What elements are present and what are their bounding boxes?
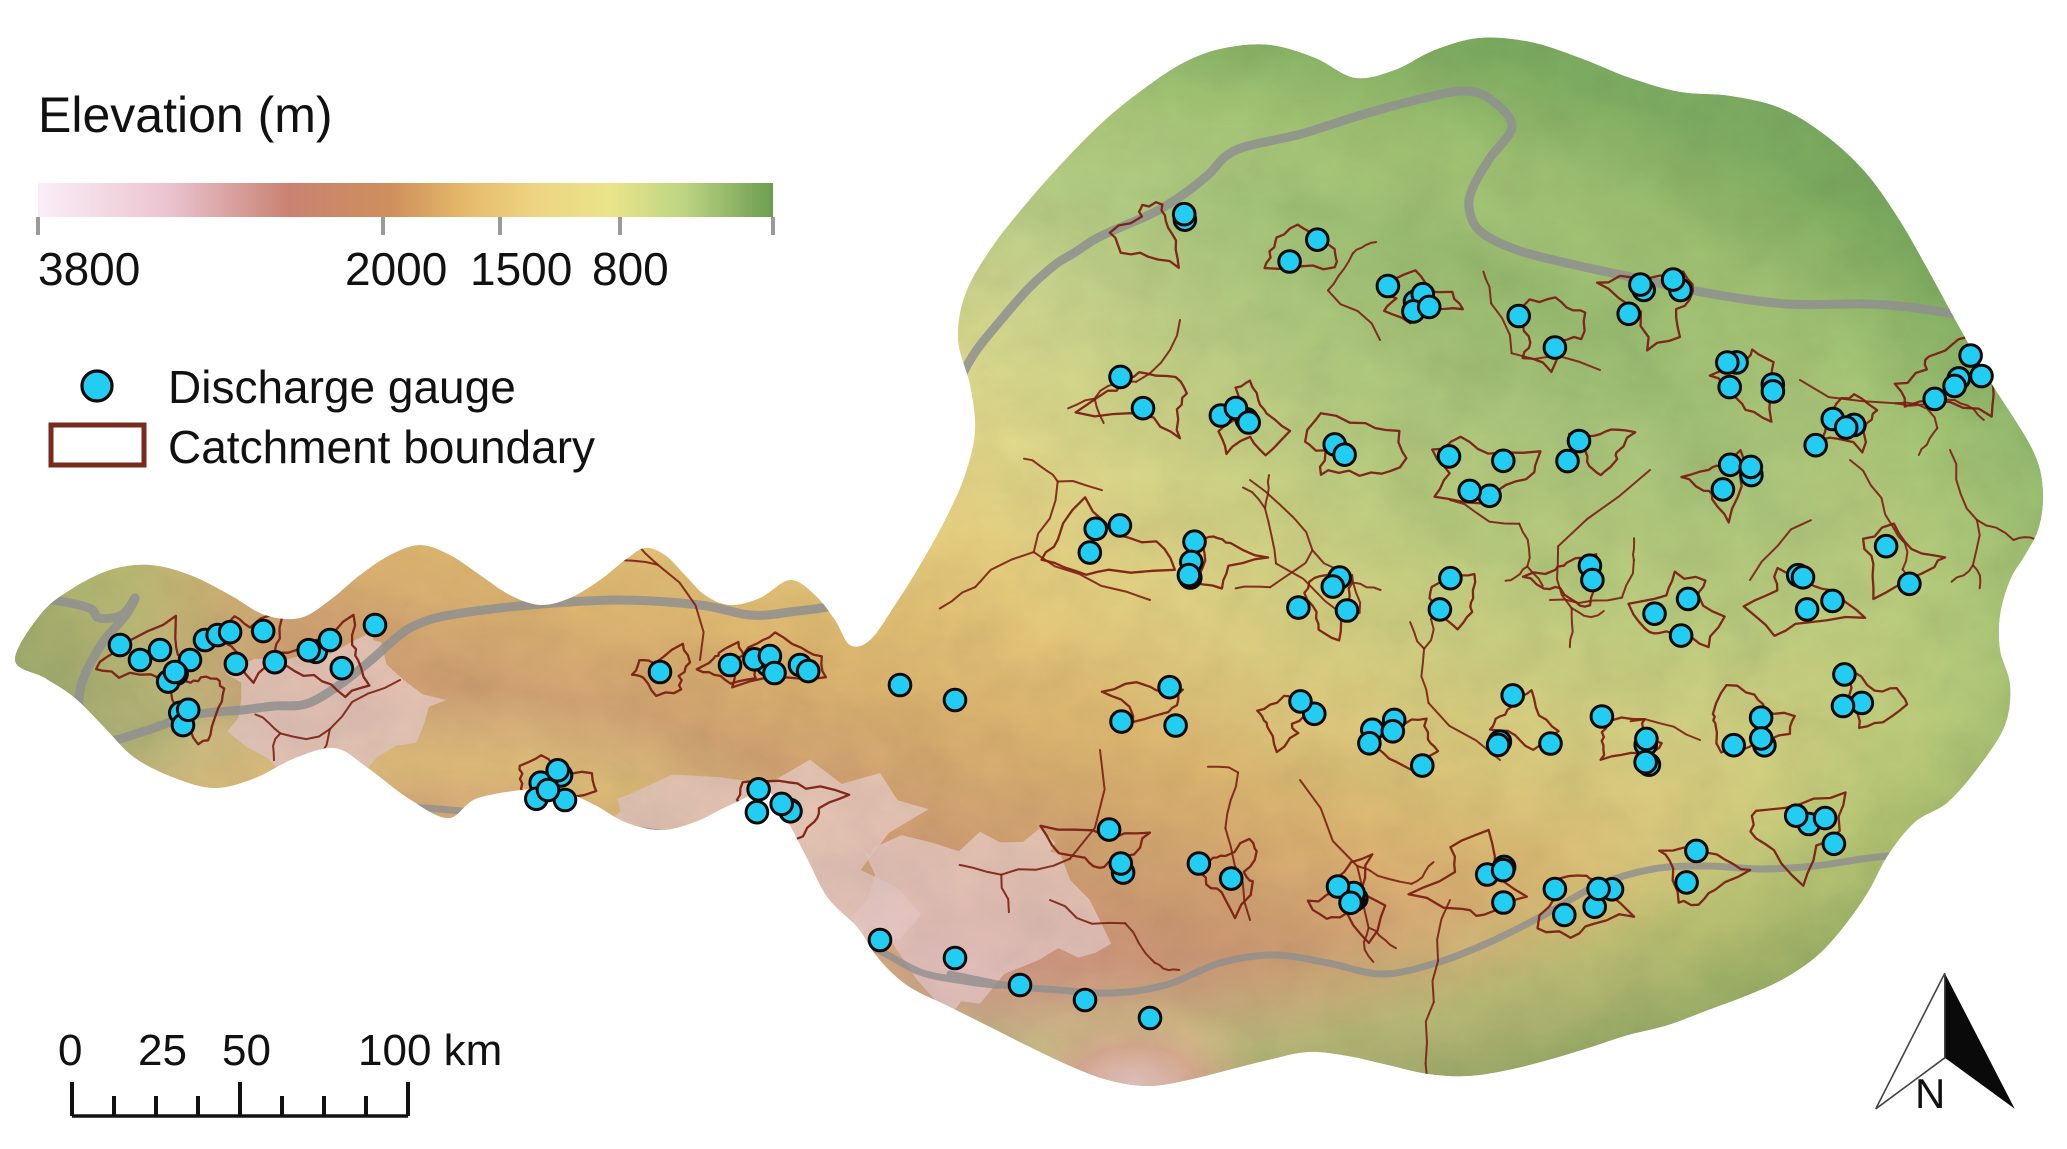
svg-text:100 km: 100 km: [358, 1026, 502, 1075]
svg-text:25: 25: [138, 1026, 187, 1075]
svg-text:Discharge gauge: Discharge gauge: [168, 361, 516, 413]
svg-text:Catchment boundary: Catchment boundary: [168, 421, 595, 473]
svg-text:0: 0: [58, 1026, 82, 1075]
svg-text:800: 800: [592, 243, 669, 295]
svg-text:N: N: [1915, 1070, 1945, 1117]
svg-text:Elevation (m): Elevation (m): [38, 87, 333, 143]
svg-text:1500: 1500: [470, 243, 572, 295]
svg-text:3800: 3800: [38, 243, 140, 295]
svg-text:2000: 2000: [345, 243, 447, 295]
svg-text:50: 50: [222, 1026, 271, 1075]
